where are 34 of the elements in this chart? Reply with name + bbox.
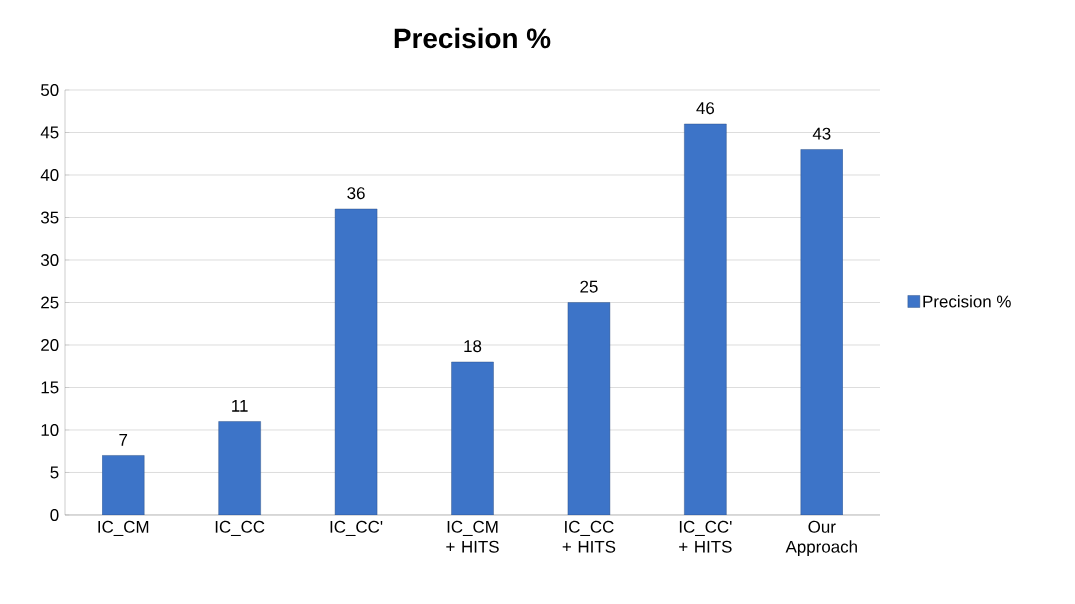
data-label: 11 xyxy=(232,399,248,412)
y-tick-label: 30 xyxy=(40,253,59,266)
x-tick-label: IC_CC' xyxy=(330,520,383,537)
bar xyxy=(567,302,611,515)
bar xyxy=(102,455,145,515)
bar xyxy=(451,361,494,515)
y-tick-label: 15 xyxy=(41,381,59,394)
x-tick-label: IC_CC + HITS xyxy=(562,520,616,553)
data-label: 43 xyxy=(812,127,831,140)
y-tick-label: 50 xyxy=(41,83,59,96)
x-tick-label: IC_CM xyxy=(98,520,149,537)
y-tick-label: 5 xyxy=(50,466,59,479)
chart-title: Precision % xyxy=(394,27,551,49)
x-tick-label: IC_CC xyxy=(215,520,265,537)
bar xyxy=(334,208,378,515)
bar xyxy=(684,123,727,515)
data-label: 36 xyxy=(347,187,365,200)
y-tick-label: 40 xyxy=(40,168,59,181)
data-label: 46 xyxy=(696,102,715,115)
legend-label: Precision % xyxy=(923,295,1011,308)
y-tick-label: 10 xyxy=(41,423,59,436)
x-tick-label: IC_CC' + HITS xyxy=(679,520,732,553)
data-label: 7 xyxy=(119,433,128,446)
x-tick-label: IC_CM + HITS xyxy=(446,520,499,553)
bar xyxy=(218,421,261,515)
data-label: 18 xyxy=(464,340,482,353)
bar xyxy=(800,149,843,515)
y-tick-label: 0 xyxy=(50,508,59,521)
data-label: 25 xyxy=(580,280,598,293)
y-tick-label: 20 xyxy=(41,338,59,351)
y-tick-label: 45 xyxy=(40,126,59,139)
y-tick-label: 25 xyxy=(41,296,59,309)
x-tick-label: Our Approach xyxy=(785,520,857,557)
y-tick-label: 35 xyxy=(40,211,59,224)
